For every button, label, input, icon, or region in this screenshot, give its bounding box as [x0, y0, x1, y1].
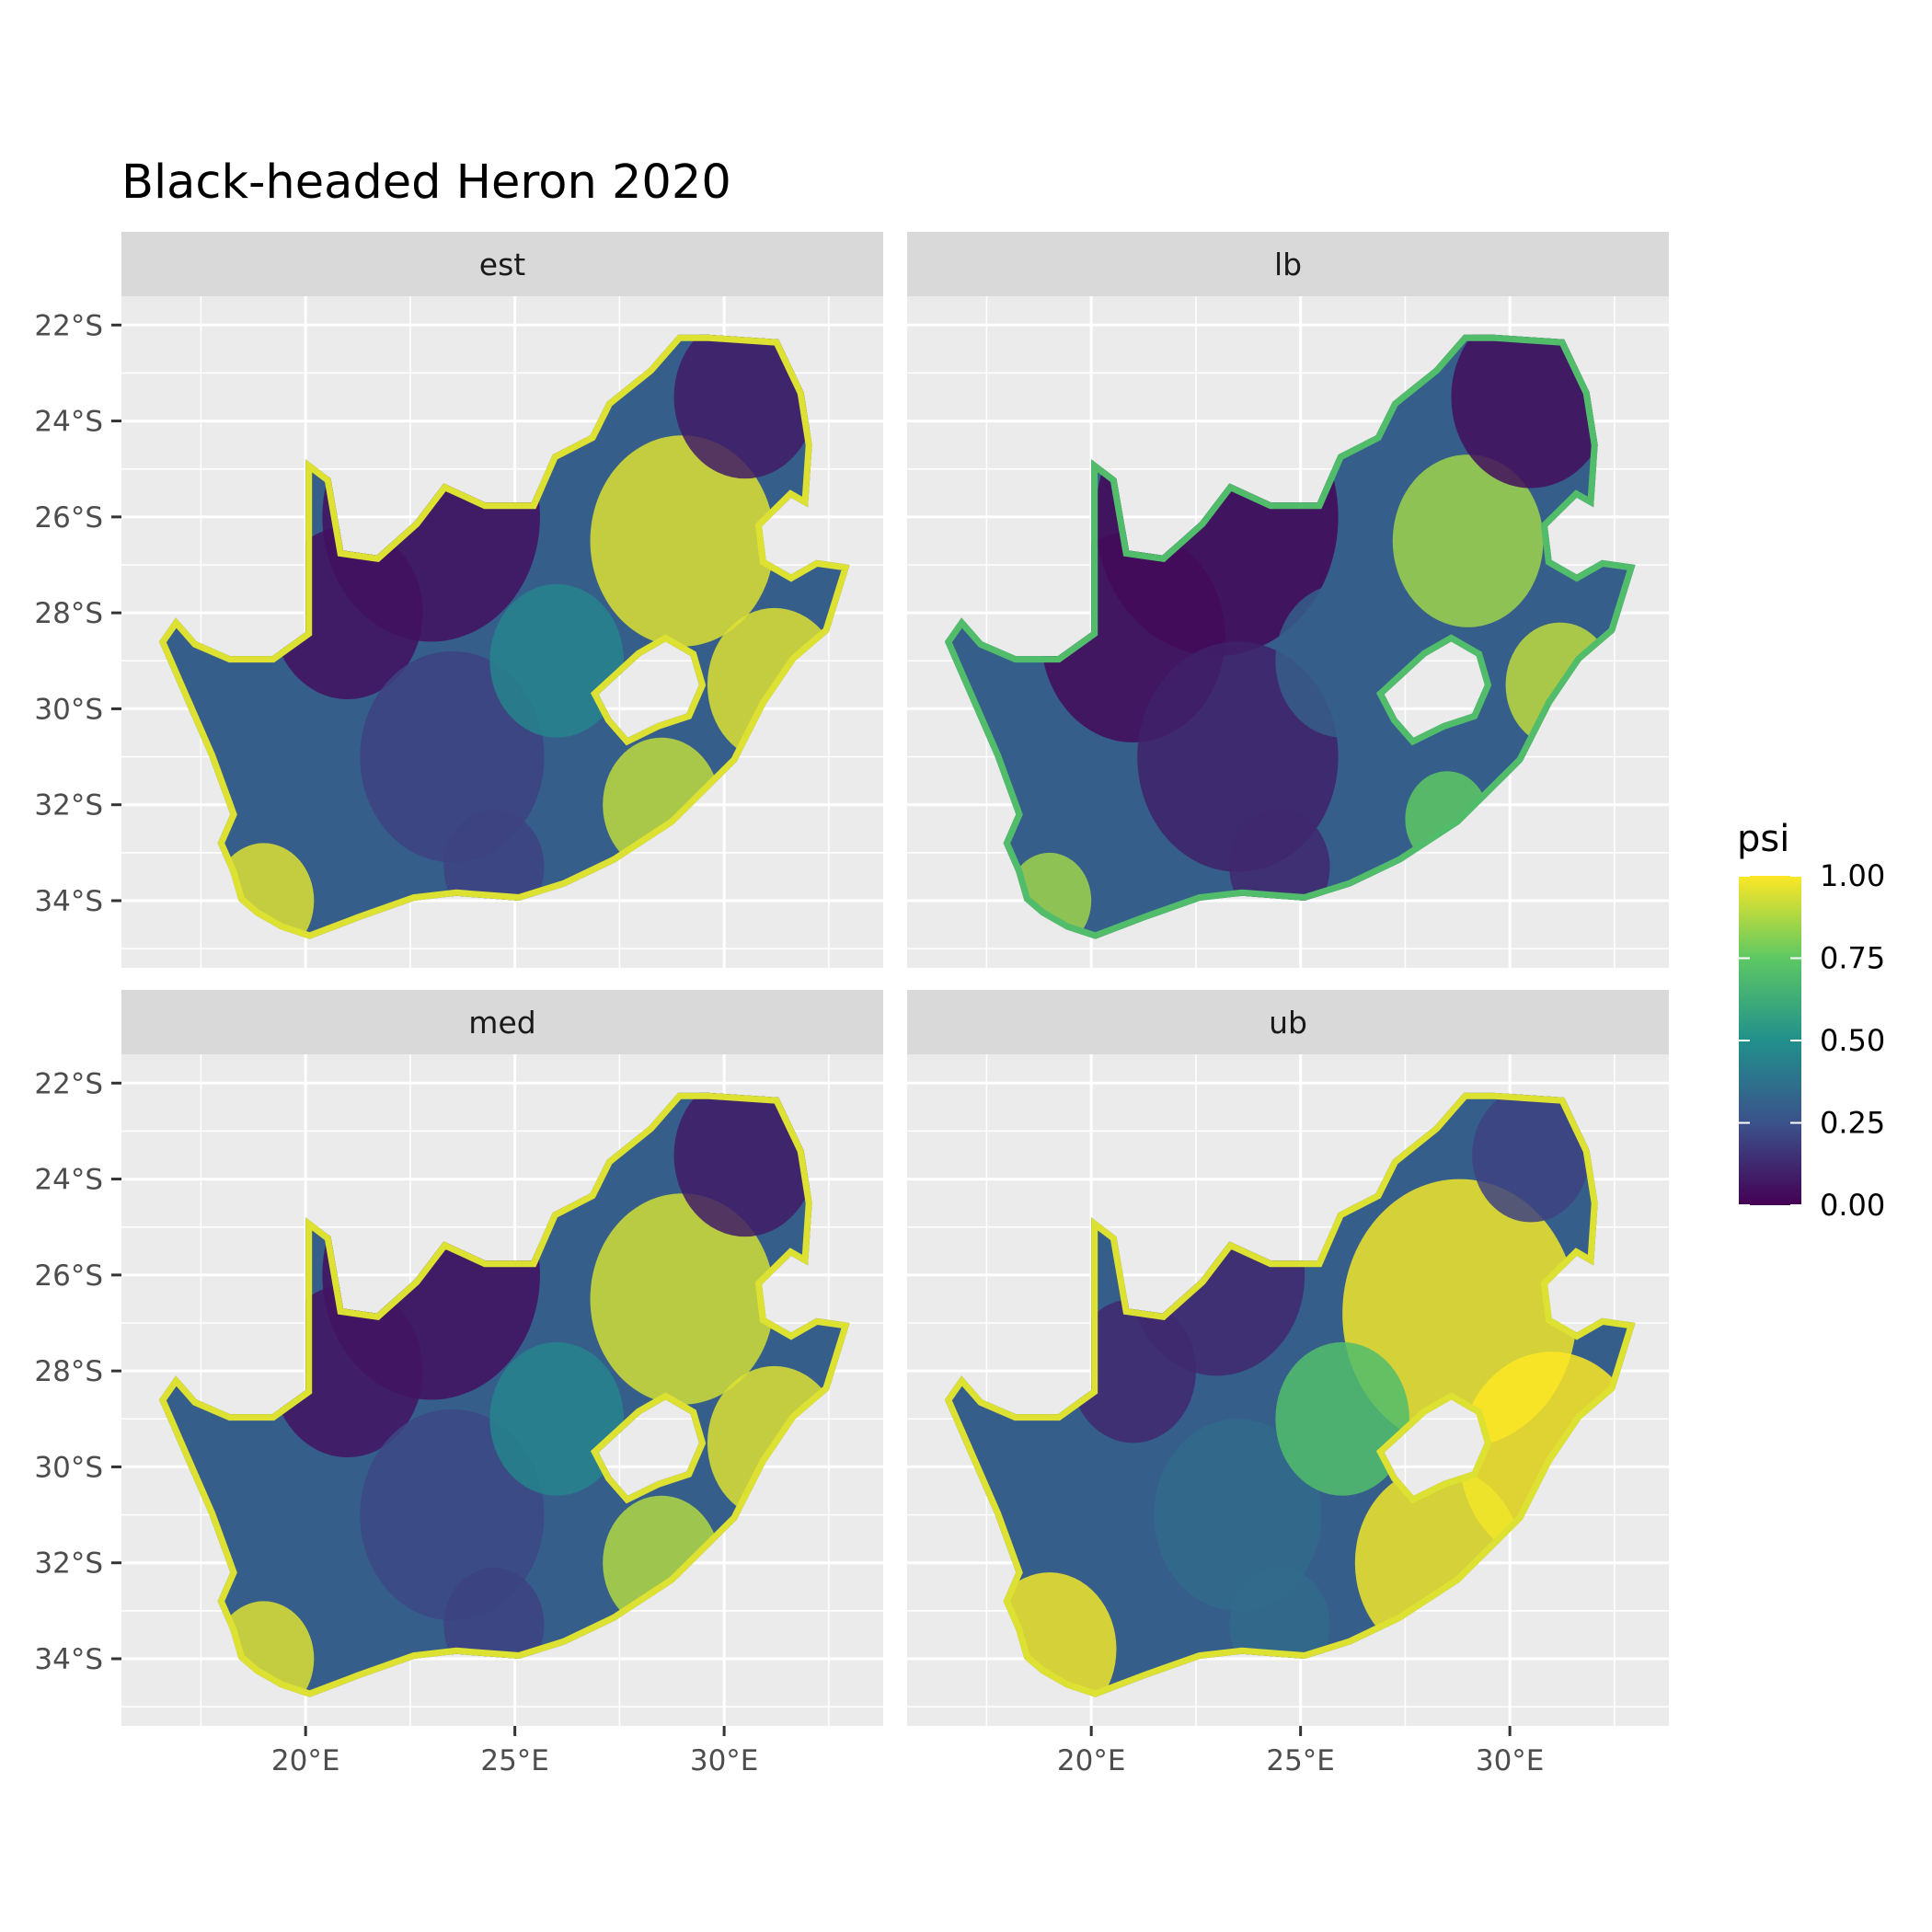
raster-cell-group: [590, 435, 775, 647]
x-tick-label: 25°E: [1266, 1744, 1335, 1777]
legend-tick-label: 0.50: [1820, 1023, 1885, 1058]
y-tick-label: 24°S: [34, 406, 103, 439]
raster-cell-group: [1275, 1341, 1409, 1496]
y-tick-label: 30°S: [34, 693, 103, 726]
legend: psi 1.00 0.75 0.50 0.25 0.00: [1737, 818, 1885, 1223]
raster-cell-group: [489, 583, 624, 738]
x-tick-label: 30°E: [1476, 1744, 1545, 1777]
legend-ticks: 1.00 0.75 0.50 0.25 0.00: [1739, 858, 1885, 1223]
x-axis-labels: 20°E 25°E 30°E 20°E 25°E 30°E: [271, 1726, 1544, 1777]
x-tick-label: 20°E: [1057, 1744, 1126, 1777]
panel-strip-label: lb: [1274, 247, 1302, 282]
raster-cell-group: [590, 1193, 775, 1405]
legend-tick-label: 0.00: [1820, 1188, 1885, 1223]
raster-cell-group: [360, 1409, 545, 1621]
raster-cell-group: [1070, 1298, 1196, 1443]
x-tick-label: 20°E: [271, 1744, 340, 1777]
panel-strip-label: est: [479, 247, 525, 282]
raster-cell-group: [1472, 1092, 1590, 1223]
x-tick-label: 25°E: [480, 1744, 549, 1777]
panel-strip-label: ub: [1269, 1005, 1307, 1041]
raster-cell-group: [1392, 454, 1544, 627]
x-tick-label: 30°E: [690, 1744, 759, 1777]
y-tick-label: 26°S: [34, 501, 103, 535]
y-tick-label: 28°S: [34, 1355, 103, 1388]
panel-strip-label: med: [468, 1005, 535, 1041]
y-tick-label: 34°S: [34, 885, 103, 918]
legend-tick-label: 0.25: [1820, 1106, 1885, 1141]
raster-cell-group: [489, 1341, 624, 1496]
panel-est: est: [121, 232, 883, 968]
y-axis-labels: 22°S 24°S 26°S 28°S 30°S 32°S 34°S 22°S 24°S 26°S…: [34, 309, 121, 1676]
panel-strip: [121, 990, 883, 1054]
panel-lb: lb: [907, 232, 1669, 968]
raster-cell-group: [360, 650, 545, 863]
y-tick-label: 32°S: [34, 1547, 103, 1581]
y-tick-label: 30°S: [34, 1451, 103, 1484]
y-tick-label: 34°S: [34, 1643, 103, 1676]
panel-strip: [121, 232, 883, 296]
y-tick-label: 24°S: [34, 1164, 103, 1197]
raster-cell-group: [1275, 583, 1409, 738]
legend-tick-label: 0.75: [1820, 941, 1885, 976]
legend-title: psi: [1737, 818, 1789, 860]
panels: est lb med ub: [121, 232, 1669, 1726]
raster-cell-group: [1154, 1419, 1322, 1611]
y-tick-label: 22°S: [34, 1067, 103, 1100]
panel-med: med: [121, 990, 883, 1726]
y-tick-label: 32°S: [34, 789, 103, 822]
y-tick-label: 26°S: [34, 1259, 103, 1293]
legend-tick-label: 1.00: [1820, 858, 1885, 893]
y-tick-label: 22°S: [34, 309, 103, 342]
chart-title: Black-headed Heron 2020: [121, 155, 731, 210]
panel-ub: ub: [907, 990, 1669, 1726]
panel-strip: [907, 232, 1669, 296]
psi-raster: [158, 1092, 850, 1697]
y-tick-label: 28°S: [34, 597, 103, 630]
panel-strip: [907, 990, 1669, 1054]
